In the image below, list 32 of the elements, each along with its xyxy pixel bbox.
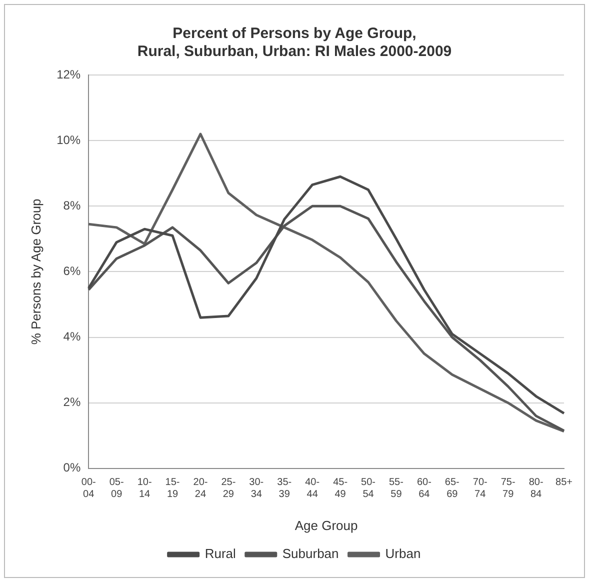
y-tick-label: 4% <box>63 330 81 344</box>
y-tick-label: 8% <box>63 198 81 212</box>
x-tick-label: 30-34 <box>249 477 264 500</box>
x-tick-label: 20-24 <box>193 477 208 500</box>
x-tick-label: 85+ <box>556 477 573 488</box>
x-tick-label: 65-69 <box>444 477 460 500</box>
x-tick-label: 50-54 <box>361 477 376 500</box>
x-tick-label: 55-59 <box>388 477 404 500</box>
x-tick-label: 05-09 <box>109 477 124 500</box>
x-tick-label: 75-79 <box>500 477 516 500</box>
text: Percent of Persons by Age Group, <box>172 25 416 42</box>
x-tick-label: 70-74 <box>472 477 488 500</box>
y-tick-label: 0% <box>63 460 81 475</box>
x-tick-label: 60-64 <box>416 477 432 500</box>
x-tick-label: 10-14 <box>137 477 152 500</box>
y-tick-label: 6% <box>63 264 81 278</box>
x-tick-label: 80-84 <box>528 477 544 500</box>
x-tick-label: 45-49 <box>333 477 348 500</box>
y-tick-label: 12% <box>56 67 81 82</box>
x-tick-label: 35-39 <box>277 477 292 500</box>
legend-label: Suburban <box>282 546 339 562</box>
legend-label: Urban <box>385 546 421 562</box>
x-tick-label: 40-44 <box>305 477 320 500</box>
x-axis-title: Age Group <box>294 518 358 533</box>
text: Rural, Suburban, Urban: RI Males 2000-2009 <box>137 43 452 60</box>
y-tick-label: 10% <box>56 132 81 147</box>
y-axis-title: % Persons by Age Group <box>28 198 44 345</box>
y-tick-label: 2% <box>63 395 81 410</box>
x-tick-label: 00-04 <box>81 477 96 500</box>
legend-label: Rural <box>204 546 236 562</box>
x-tick-label: 15-19 <box>165 477 180 500</box>
x-tick-label: 25-29 <box>221 477 236 500</box>
